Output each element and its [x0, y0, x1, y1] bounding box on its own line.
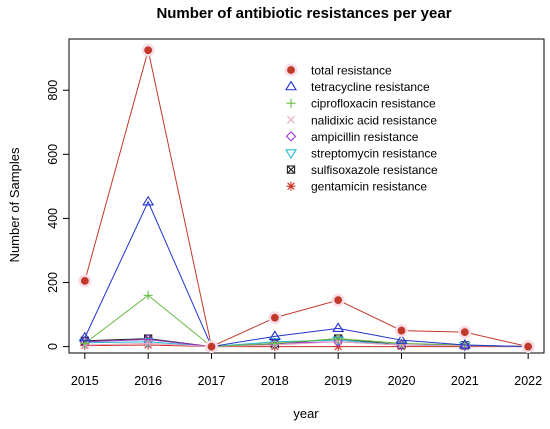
- x-tick-label: 2017: [198, 374, 226, 388]
- legend-marker: [285, 80, 297, 91]
- x-axis-label: year: [293, 406, 319, 421]
- data-point-total-resistance: [270, 313, 279, 322]
- x-tick-label: 2019: [324, 374, 352, 388]
- data-point-tetracycline-resistance: [458, 338, 471, 349]
- data-point-tetracycline-resistance: [268, 330, 281, 341]
- data-point-total-resistance: [460, 328, 469, 337]
- data-point-total-resistance: [524, 342, 533, 351]
- legend-label: streptomycin resistance: [311, 147, 437, 161]
- y-tick-label: 800: [46, 80, 60, 101]
- y-tick-label: 0: [46, 343, 60, 350]
- legend-label: sulfisoxazole resistance: [311, 163, 438, 177]
- data-point-total-resistance: [207, 342, 216, 351]
- x-tick-label: 2021: [451, 374, 479, 388]
- legend-label: ciprofloxacin resistance: [311, 97, 436, 111]
- legend-item: ciprofloxacin resistance: [286, 97, 436, 111]
- data-point-ciprofloxacin-resistance: [143, 290, 153, 300]
- legend-marker: [287, 66, 295, 74]
- data-point-ampicillin-resistance: [332, 336, 344, 348]
- legend-item: sulfisoxazole resistance: [286, 163, 438, 177]
- legend-marker: [285, 131, 297, 142]
- series-line-ciprofloxacin-resistance: [84, 294, 529, 348]
- legend-marker: [287, 115, 295, 124]
- data-point-tetracycline-resistance: [142, 195, 155, 206]
- legend-item: nalidixic acid resistance: [287, 113, 437, 127]
- y-tick-label: 600: [46, 144, 60, 165]
- y-axis-label: Number of Samples: [7, 147, 22, 262]
- legend-marker: [286, 98, 296, 108]
- plot-area: 2015 2016 2017 2018 2019 2020 2021 2022 0 200 400 6…: [46, 38, 545, 388]
- legend-item: total resistance: [284, 63, 392, 78]
- series-line-tetracycline-resistance: [84, 200, 529, 348]
- data-point-nalidixic-acid-resistance: [144, 339, 153, 348]
- x-tick-label: 2018: [261, 374, 289, 388]
- x-tick-label: 2016: [134, 374, 162, 388]
- legend-label: tetracycline resistance: [311, 80, 430, 94]
- data-point-tetracycline-resistance: [78, 331, 91, 342]
- plot-frame: [68, 38, 545, 354]
- legend-label: gentamicin resistance: [311, 180, 427, 194]
- legend-item: tetracycline resistance: [285, 80, 430, 94]
- data-point-total-resistance: [334, 296, 343, 305]
- legend-item: streptomycin resistance: [285, 147, 437, 161]
- legend-marker: [285, 149, 297, 160]
- data-point-total-resistance: [80, 277, 89, 285]
- y-tick-label: 400: [46, 208, 60, 229]
- legend-label: total resistance: [311, 64, 392, 78]
- x-tick-label: 2022: [514, 374, 542, 388]
- legend-label: nalidixic acid resistance: [311, 113, 437, 127]
- chart-title: Number of antibiotic resistances per yea…: [156, 5, 451, 22]
- data-point-ciprofloxacin-resistance: [333, 334, 343, 344]
- legend-item: gentamicin resistance: [286, 180, 427, 194]
- data-point-streptomycin-resistance: [142, 338, 155, 348]
- legend-label: ampicillin resistance: [311, 130, 419, 144]
- legend-marker: [286, 165, 296, 174]
- x-tick-label: 2015: [71, 374, 99, 388]
- data-point-tetracycline-resistance: [395, 334, 408, 344]
- legend: total resistance tetracycline resistance c…: [284, 63, 438, 194]
- series-line-gentamicin-resistance: [84, 344, 529, 348]
- data-point-ciprofloxacin-resistance: [270, 338, 280, 348]
- data-point-total-resistance: [144, 46, 153, 55]
- legend-marker: [286, 181, 296, 191]
- x-tick-label: 2020: [388, 374, 416, 388]
- data-point-total-resistance: [397, 326, 406, 335]
- legend-item: ampicillin resistance: [285, 130, 419, 144]
- series-line-total-resistance: [84, 50, 529, 348]
- data-point-tetracycline-resistance: [332, 322, 345, 333]
- series-line-nalidixic-acid-resistance: [84, 341, 529, 348]
- y-tick-label: 200: [46, 272, 60, 293]
